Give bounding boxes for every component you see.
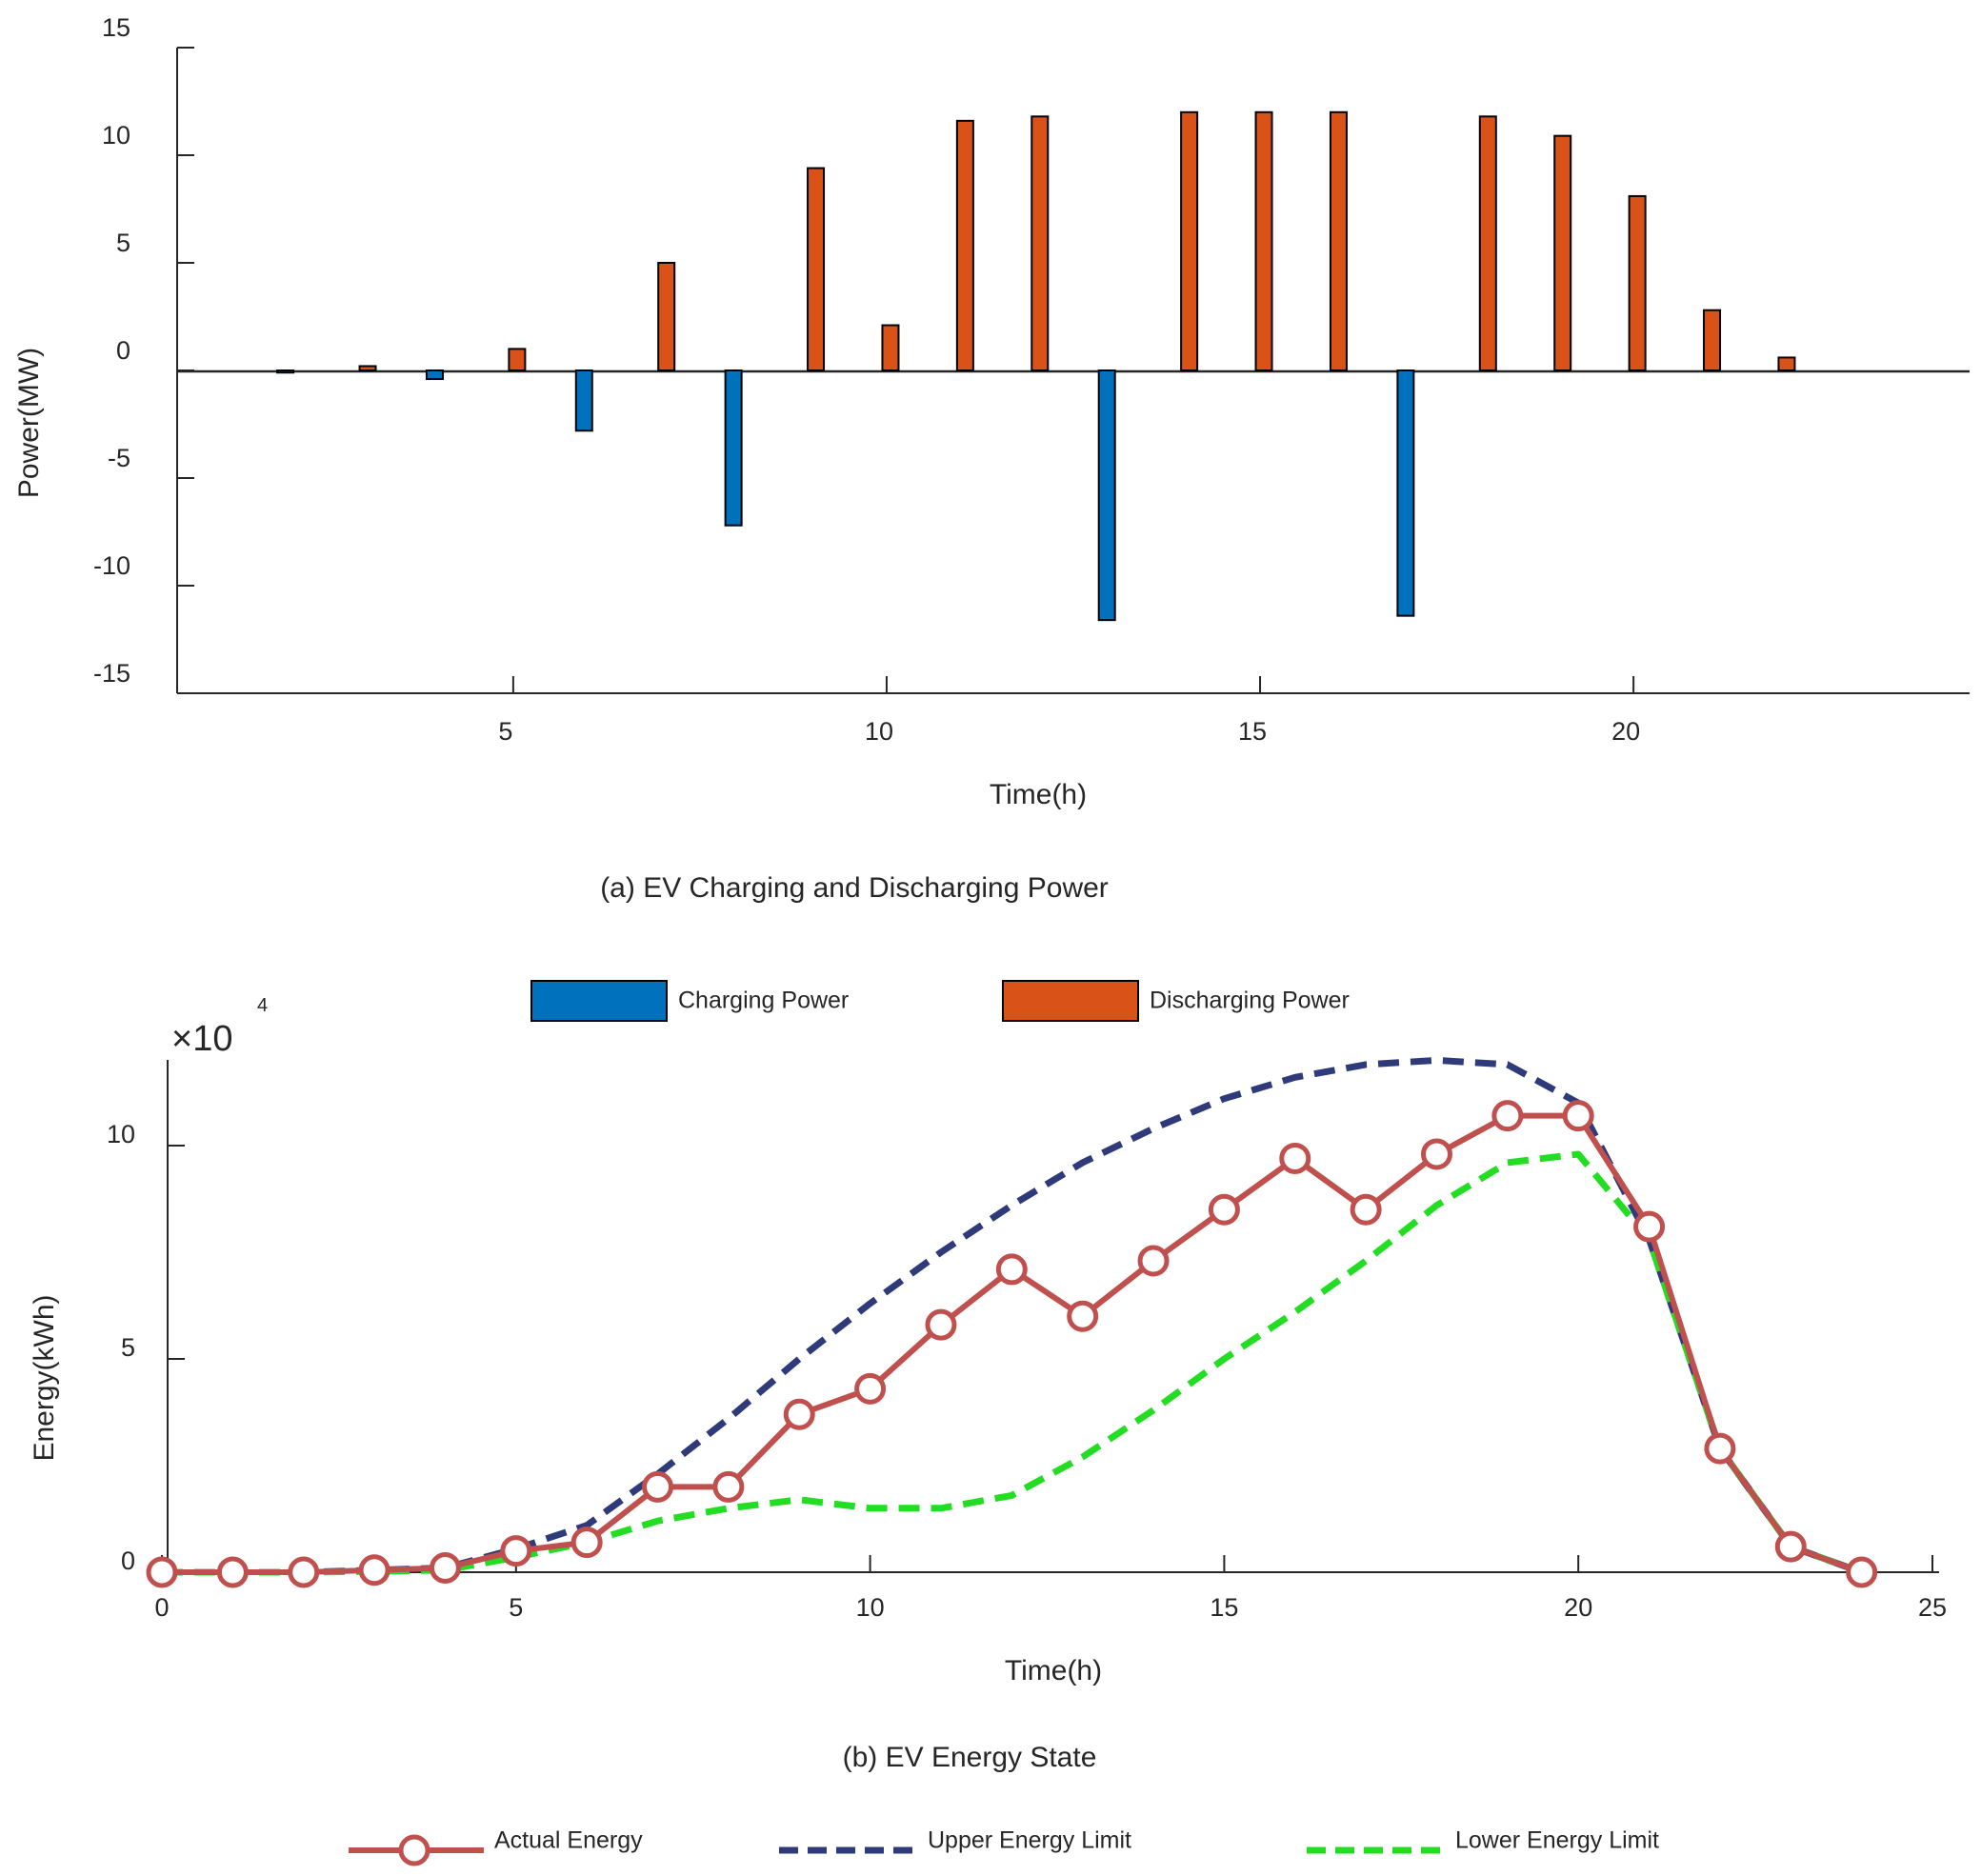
- actual-energy-marker: [358, 1554, 390, 1587]
- discharging-bar: [1031, 115, 1050, 371]
- actual-energy-marker: [1633, 1210, 1666, 1243]
- power-x-tick-label: 20: [1611, 717, 1640, 746]
- power-x-ticks: 5 10 15 20: [498, 676, 1640, 746]
- discharging-bar: [1180, 110, 1199, 372]
- power-y-ticks: -15 -10 -5 0 5 10 15: [93, 13, 194, 694]
- legend-item-charging: Charging Power: [530, 980, 849, 1022]
- actual-energy-marker: [712, 1470, 745, 1503]
- actual-energy-marker: [1491, 1100, 1524, 1132]
- actual-energy-marker: [216, 1556, 249, 1588]
- energy-x-tick-label: 20: [1564, 1593, 1592, 1622]
- energy-y-tick-label: 5: [121, 1333, 135, 1362]
- energy-chart-title: (b) EV Energy State: [843, 1742, 1097, 1773]
- power-y-tick-label: 10: [102, 121, 130, 150]
- power-y-tick-label: -15: [93, 659, 130, 688]
- legend-marker-actual: [398, 1834, 430, 1866]
- energy-chart: ×10 4 0 5 10 0 5 10 15 20 25 Energy(kWh) Time(h…: [29, 995, 1947, 1773]
- charging-bar: [276, 369, 295, 374]
- energy-y-axis-label: Energy(kWh): [29, 1294, 60, 1461]
- energy-x-tick-label: 0: [154, 1593, 169, 1622]
- energy-y-multiplier-exponent: 4: [257, 995, 268, 1016]
- actual-energy-marker: [783, 1398, 815, 1430]
- power-y-tick-label: -10: [93, 551, 130, 580]
- power-y-tick-label: -5: [108, 444, 130, 472]
- legend-item-actual: Actual Energy: [349, 1827, 643, 1866]
- charging-bar: [1097, 369, 1116, 622]
- charging-bar: [724, 369, 743, 527]
- legend-label-lower: Lower Energy Limit: [1455, 1827, 1659, 1854]
- discharging-bar: [1254, 110, 1273, 372]
- power-x-axis-label: Time(h): [990, 779, 1087, 810]
- energy-x-tick-label: 10: [856, 1593, 885, 1622]
- actual-energy-marker: [854, 1372, 887, 1405]
- actual-energy-marker: [429, 1552, 461, 1585]
- discharging-bar: [881, 324, 900, 372]
- actual-energy-marker: [1137, 1245, 1170, 1277]
- legend-item-discharging: Discharging Power: [1002, 980, 1350, 1022]
- actual-energy-marker: [642, 1470, 674, 1503]
- charging-bar: [425, 369, 444, 381]
- power-chart-title: (a) EV Charging and Discharging Power: [600, 872, 1109, 904]
- legend-label-upper: Upper Energy Limit: [928, 1827, 1131, 1854]
- discharging-bar: [358, 365, 377, 372]
- power-x-tick-label: 5: [498, 717, 512, 746]
- energy-y-multiplier-times: ×10: [171, 1019, 232, 1059]
- actual-energy-marker: [570, 1527, 603, 1559]
- legend-label-charging: Charging Power: [678, 988, 849, 1014]
- actual-energy-marker: [1067, 1300, 1099, 1332]
- discharging-bar: [1329, 110, 1348, 372]
- energy-legend: Actual Energy Upper Energy Limit Lower E…: [349, 1827, 1659, 1866]
- actual-energy-marker: [1562, 1100, 1594, 1132]
- discharging-bar: [1777, 356, 1796, 372]
- actual-energy-marker: [1279, 1142, 1311, 1174]
- legend-item-lower: Lower Energy Limit: [1307, 1827, 1659, 1854]
- power-y-tick-label: 0: [116, 336, 130, 365]
- energy-y-ticks: 0 5 10: [107, 1120, 185, 1575]
- power-x-tick-label: 15: [1238, 717, 1267, 746]
- actual-energy-marker: [288, 1556, 320, 1588]
- discharging-bar: [955, 119, 974, 371]
- legend-swatch-charging: [530, 980, 668, 1022]
- discharging-bar: [1553, 134, 1572, 371]
- charging-bar: [574, 369, 593, 432]
- energy-x-axis-label: Time(h): [1005, 1655, 1102, 1686]
- energy-y-tick-label: 0: [121, 1547, 135, 1575]
- actual-energy-marker: [1350, 1193, 1382, 1226]
- discharging-bar: [807, 167, 826, 371]
- energy-x-tick-label: 15: [1210, 1593, 1238, 1622]
- actual-energy-marker: [146, 1556, 178, 1588]
- power-chart: -15 -10 -5 0 5 10 15 5 10 15 20 Power(MW) Time(h)…: [13, 13, 1970, 904]
- energy-lines: [146, 1056, 1878, 1588]
- discharging-bar: [657, 262, 676, 371]
- actual-energy-marker: [1846, 1556, 1878, 1588]
- actual-energy-marker: [995, 1253, 1028, 1286]
- legend-item-upper: Upper Energy Limit: [779, 1827, 1131, 1854]
- power-x-tick-label: 10: [865, 717, 893, 746]
- power-bars: [276, 110, 1796, 622]
- lower-energy-limit-line: [162, 1150, 1863, 1576]
- discharging-bar: [1478, 115, 1497, 371]
- actual-energy-marker: [1420, 1138, 1452, 1170]
- power-y-tick-label: 15: [102, 13, 130, 42]
- legend-label-discharging: Discharging Power: [1150, 988, 1350, 1014]
- energy-x-tick-label: 25: [1918, 1593, 1947, 1622]
- power-y-axis-label: Power(MW): [13, 348, 45, 498]
- discharging-bar: [508, 348, 527, 371]
- legend-label-actual: Actual Energy: [494, 1827, 643, 1854]
- discharging-bar: [1628, 194, 1647, 371]
- actual-energy-marker: [500, 1535, 532, 1567]
- legend-swatch-discharging: [1002, 980, 1139, 1022]
- power-y-tick-label: 5: [116, 229, 130, 257]
- energy-y-tick-label: 10: [107, 1120, 135, 1148]
- actual-energy-marker: [1208, 1193, 1240, 1226]
- discharging-bar: [1703, 309, 1722, 371]
- charging-bar: [1396, 369, 1415, 617]
- energy-x-ticks: 0 5 10 15 20 25: [154, 1555, 1947, 1622]
- energy-x-tick-label: 5: [509, 1593, 523, 1622]
- actual-energy-marker: [925, 1308, 957, 1341]
- actual-energy-marker: [1774, 1530, 1807, 1563]
- power-legend: Charging Power Discharging Power: [530, 980, 1350, 1022]
- actual-energy-marker: [1704, 1432, 1736, 1465]
